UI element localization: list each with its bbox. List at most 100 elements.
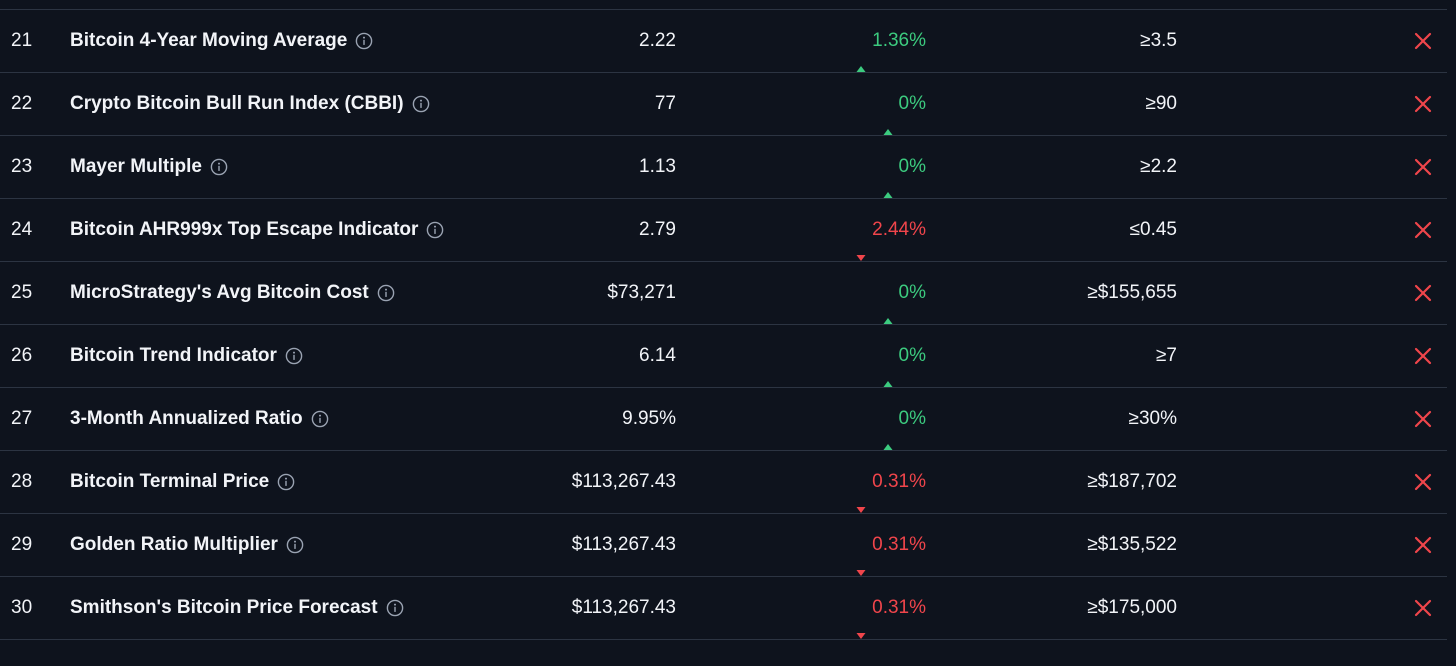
indicator-name-cell[interactable]: 3-Month Annualized Ratio xyxy=(70,388,329,450)
indicator-name-cell[interactable]: MicroStrategy's Avg Bitcoin Cost xyxy=(70,262,395,324)
change-percent: 1.36% xyxy=(872,30,926,51)
current-value: $113,267.43 xyxy=(571,534,676,555)
table-row[interactable]: 29 Golden Ratio Multiplier $113,267.43 xyxy=(0,514,1447,577)
row-number: 23 xyxy=(11,156,33,177)
table-row[interactable]: 26 Bitcoin Trend Indicator 6.14 xyxy=(0,325,1447,388)
current-value: 2.79 xyxy=(639,219,676,240)
table-row[interactable]: 21 Bitcoin 4-Year Moving Average 2.22 xyxy=(0,10,1447,73)
indicator-name-cell[interactable]: Golden Ratio Multiplier xyxy=(70,514,304,576)
change-percent-cell: 0% xyxy=(883,262,926,324)
x-icon xyxy=(1413,199,1433,261)
change-percent: 0% xyxy=(898,282,926,303)
caret-up-icon xyxy=(883,289,893,324)
x-icon xyxy=(1413,388,1433,450)
target-value: ≥$175,000 xyxy=(1087,597,1177,618)
info-icon[interactable] xyxy=(377,284,395,302)
indicator-name[interactable]: 3-Month Annualized Ratio xyxy=(70,408,303,429)
indicator-name[interactable]: Golden Ratio Multiplier xyxy=(70,534,278,555)
change-percent: 0% xyxy=(898,408,926,429)
current-value: $73,271 xyxy=(607,282,676,303)
table-row[interactable]: 25 MicroStrategy's Avg Bitcoin Cost $73,… xyxy=(0,262,1447,325)
change-percent-cell: 0.31% xyxy=(856,451,926,513)
change-percent-cell: 0% xyxy=(883,388,926,450)
indicator-name[interactable]: Crypto Bitcoin Bull Run Index (CBBI) xyxy=(70,93,404,114)
change-percent-cell: 0% xyxy=(883,136,926,198)
change-percent: 0.31% xyxy=(872,597,926,618)
caret-up-icon xyxy=(883,415,893,450)
x-icon xyxy=(1413,136,1433,198)
change-percent: 0.31% xyxy=(872,534,926,555)
info-icon[interactable] xyxy=(286,536,304,554)
info-icon[interactable] xyxy=(412,95,430,113)
x-icon xyxy=(1413,514,1433,576)
indicator-name-cell[interactable]: Smithson's Bitcoin Price Forecast xyxy=(70,577,404,639)
row-number: 28 xyxy=(11,471,33,492)
indicator-name[interactable]: Bitcoin 4-Year Moving Average xyxy=(70,30,348,51)
indicator-name-cell[interactable]: Bitcoin 4-Year Moving Average xyxy=(70,10,373,72)
x-icon xyxy=(1413,577,1433,639)
caret-up-icon xyxy=(883,100,893,135)
row-number: 22 xyxy=(11,93,33,114)
current-value: $113,267.43 xyxy=(571,471,676,492)
change-percent-cell: 0.31% xyxy=(856,577,926,639)
change-percent-cell: 0.31% xyxy=(856,514,926,576)
caret-up-icon xyxy=(883,352,893,387)
target-value: ≥90 xyxy=(1145,93,1177,114)
table-row[interactable]: 24 Bitcoin AHR999x Top Escape Indicator … xyxy=(0,199,1447,262)
indicator-name[interactable]: Bitcoin Trend Indicator xyxy=(70,345,277,366)
row-number: 27 xyxy=(11,408,33,429)
x-icon xyxy=(1413,73,1433,135)
target-value: ≥$155,655 xyxy=(1087,282,1177,303)
info-icon[interactable] xyxy=(426,221,444,239)
caret-up-icon xyxy=(856,37,866,72)
change-percent-cell: 1.36% xyxy=(856,10,926,72)
table-row[interactable]: 30 Smithson's Bitcoin Price Forecast $11… xyxy=(0,577,1447,640)
indicators-table: 21 Bitcoin 4-Year Moving Average 2.22 xyxy=(0,9,1447,640)
row-number: 26 xyxy=(11,345,33,366)
indicator-name-cell[interactable]: Bitcoin Trend Indicator xyxy=(70,325,303,387)
table-row[interactable]: 28 Bitcoin Terminal Price $113,267.43 xyxy=(0,451,1447,514)
row-number: 25 xyxy=(11,282,33,303)
indicator-name[interactable]: Smithson's Bitcoin Price Forecast xyxy=(70,597,378,618)
info-icon[interactable] xyxy=(210,158,228,176)
indicator-name-cell[interactable]: Mayer Multiple xyxy=(70,136,228,198)
current-value: $113,267.43 xyxy=(571,597,676,618)
info-icon[interactable] xyxy=(285,347,303,365)
indicator-name-cell[interactable]: Bitcoin AHR999x Top Escape Indicator xyxy=(70,199,444,261)
indicator-name[interactable]: MicroStrategy's Avg Bitcoin Cost xyxy=(70,282,369,303)
change-percent: 0% xyxy=(898,345,926,366)
row-number: 24 xyxy=(11,219,33,240)
target-value: ≥2.2 xyxy=(1140,156,1177,177)
row-number: 29 xyxy=(11,534,33,555)
x-icon xyxy=(1413,451,1433,513)
caret-up-icon xyxy=(883,163,893,198)
info-icon[interactable] xyxy=(311,410,329,428)
caret-down-icon xyxy=(856,604,866,639)
caret-down-icon xyxy=(856,226,866,261)
indicator-name-cell[interactable]: Bitcoin Terminal Price xyxy=(70,451,295,513)
target-value: ≥7 xyxy=(1156,345,1177,366)
current-value: 6.14 xyxy=(639,345,676,366)
row-number: 21 xyxy=(11,30,33,51)
x-icon xyxy=(1413,10,1433,72)
x-icon xyxy=(1413,325,1433,387)
current-value: 2.22 xyxy=(639,30,676,51)
table-row[interactable]: 22 Crypto Bitcoin Bull Run Index (CBBI) … xyxy=(0,73,1447,136)
table-row[interactable]: 23 Mayer Multiple 1.13 0% xyxy=(0,136,1447,199)
table-row[interactable]: 27 3-Month Annualized Ratio 9.95% xyxy=(0,388,1447,451)
current-value: 1.13 xyxy=(639,156,676,177)
info-icon[interactable] xyxy=(386,599,404,617)
change-percent-cell: 0% xyxy=(883,325,926,387)
current-value: 77 xyxy=(654,93,676,114)
current-value: 9.95% xyxy=(622,408,676,429)
indicator-name[interactable]: Bitcoin AHR999x Top Escape Indicator xyxy=(70,219,419,240)
change-percent: 0.31% xyxy=(872,471,926,492)
change-percent: 0% xyxy=(898,93,926,114)
indicator-name-cell[interactable]: Crypto Bitcoin Bull Run Index (CBBI) xyxy=(70,73,430,135)
info-icon[interactable] xyxy=(277,473,295,491)
indicator-name[interactable]: Mayer Multiple xyxy=(70,156,202,177)
indicator-name[interactable]: Bitcoin Terminal Price xyxy=(70,471,270,492)
info-icon[interactable] xyxy=(355,32,373,50)
change-percent: 2.44% xyxy=(872,219,926,240)
target-value: ≤0.45 xyxy=(1129,219,1177,240)
